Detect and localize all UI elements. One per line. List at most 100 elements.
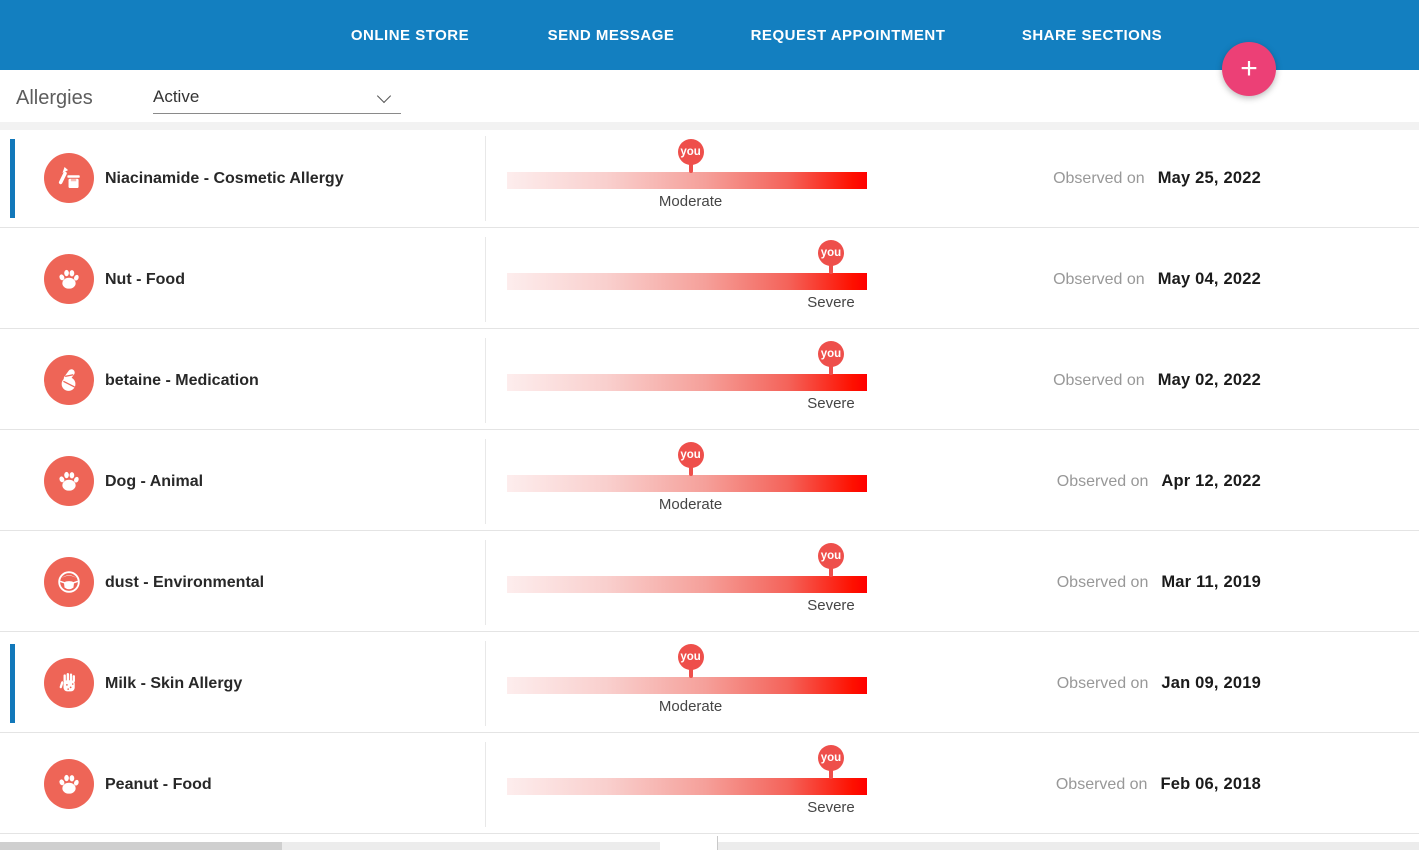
pin-stem [829,568,833,577]
observed-date: Mar 11, 2019 [1161,573,1261,591]
observed-prefix: Observed on [1056,573,1149,591]
severity-label: Severe [807,597,855,614]
pane-divider [717,836,718,850]
observed-on: Observed on Jan 09, 2019 [1057,635,1261,732]
nav-item-share-sections[interactable]: SHARE SECTIONS [1021,26,1163,44]
severity-label: Severe [807,395,855,412]
allergy-list: Niacinamide - Cosmetic Allergy you Moderat… [0,130,1419,837]
allergy-name: Peanut - Food [105,775,212,793]
observed-date: May 04, 2022 [1157,270,1261,288]
observed-prefix: Observed on [1053,270,1145,288]
left-scrollbar-track[interactable] [0,842,660,850]
you-marker: you [818,240,844,266]
severity-gradient-bar [507,374,867,391]
severity-label: Severe [807,294,855,311]
you-marker: you [677,139,704,165]
severity-pin: you [818,341,844,375]
allergy-name: betaine - Medication [105,371,259,389]
you-marker: you [818,543,844,569]
column-divider [485,540,486,625]
severity-gradient-bar [507,475,867,492]
recent-accent-bar [10,644,15,723]
pills-icon [44,355,94,405]
observed-on: Observed on Apr 12, 2022 [1057,433,1261,530]
pin-stem [688,164,693,173]
severity-pin: you [677,644,704,678]
observed-prefix: Observed on [1056,472,1149,490]
severity-gradient-bar [507,273,867,290]
observed-date: May 02, 2022 [1157,371,1261,389]
allergy-row[interactable]: Peanut - Food you Severe Observed on Feb 06,… [0,736,1419,834]
observed-on: Observed on May 04, 2022 [1053,231,1261,328]
paw-icon [44,254,94,304]
observed-on: Observed on May 02, 2022 [1053,332,1261,429]
pin-stem [829,265,833,274]
chevron-down-icon [376,88,392,104]
nav-item-send-message[interactable]: SEND MESSAGE [547,26,675,44]
severity-scale: you Severe [507,736,867,833]
allergy-name: Dog - Animal [105,472,204,490]
observed-prefix: Observed on [1053,169,1145,187]
observed-date: Jan 09, 2019 [1161,674,1261,692]
column-divider [485,136,486,221]
pin-stem [688,669,693,678]
header-separator [0,122,1419,130]
observed-date: Feb 06, 2018 [1160,775,1261,793]
allergy-row[interactable]: Nut - Food you Severe Observed on May 04, 20… [0,231,1419,329]
observed-on: Observed on May 25, 2022 [1053,130,1261,227]
severity-pin: you [818,745,844,779]
severity-gradient-bar [507,172,867,189]
allergy-name: dust - Environmental [105,573,265,591]
severity-pin: you [818,543,844,577]
severity-scale: you Severe [507,231,867,328]
allergy-row[interactable]: betaine - Medication you Severe Observed on… [0,332,1419,430]
severity-scale: you Severe [507,534,867,631]
severity-scale: you Moderate [507,130,867,227]
pin-stem [829,770,833,779]
you-marker: you [677,644,704,670]
nav-item-request-appointment[interactable]: REQUEST APPOINTMENT [750,26,946,44]
you-marker: you [818,745,844,771]
pin-stem [829,366,833,375]
column-divider [485,742,486,827]
pin-stem [688,467,693,476]
column-divider [485,237,486,322]
observed-prefix: Observed on [1055,775,1148,793]
severity-gradient-bar [507,677,867,694]
paw-icon [44,759,94,809]
allergy-row[interactable]: Milk - Skin Allergy you Moderate Observed o… [0,635,1419,733]
column-divider [485,338,486,423]
observed-prefix: Observed on [1056,674,1149,692]
severity-pin: you [677,139,704,173]
severity-pin: you [677,442,704,476]
column-divider [485,641,486,726]
status-filter-dropdown[interactable]: Active [153,84,401,114]
observed-date: Apr 12, 2022 [1161,472,1261,490]
severity-scale: you Moderate [507,635,867,732]
observed-date: May 25, 2022 [1157,169,1261,187]
nav-item-online-store[interactable]: ONLINE STORE [350,26,470,44]
allergy-name: Nut - Food [105,270,185,288]
severity-gradient-bar [507,576,867,593]
status-filter-value: Active [153,87,200,106]
you-marker: you [677,442,704,468]
allergy-row[interactable]: dust - Environmental you Severe Observed on… [0,534,1419,632]
bottom-scroll-strip [0,836,1419,850]
severity-label: Moderate [658,496,723,513]
allergy-row[interactable]: Dog - Animal you Moderate Observed on Apr 12… [0,433,1419,531]
severity-label: Severe [807,799,855,816]
right-scrollbar-track[interactable] [718,842,1419,850]
left-scrollbar-thumb[interactable] [0,842,282,850]
severity-pin: you [818,240,844,274]
allergy-name: Niacinamide - Cosmetic Allergy [105,169,344,187]
you-marker: you [818,341,844,367]
severity-label: Moderate [658,193,723,210]
column-divider [485,439,486,524]
severity-gradient-bar [507,778,867,795]
cosmetic-icon [44,153,94,203]
severity-scale: you Moderate [507,433,867,530]
add-allergy-button[interactable]: + [1222,42,1276,96]
dust-mask-icon [44,557,94,607]
allergy-row[interactable]: Niacinamide - Cosmetic Allergy you Moderat… [0,130,1419,228]
severity-scale: you Severe [507,332,867,429]
